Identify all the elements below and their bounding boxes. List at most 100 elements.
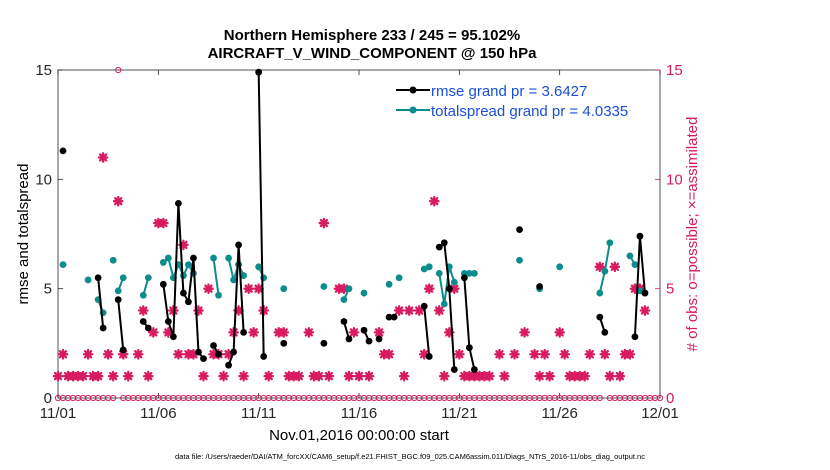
obs-possible-point [656,394,664,402]
rmse-point [596,313,604,321]
totalspread-point [225,254,232,262]
obs-assimilated-point [82,348,94,360]
rmse-point [180,289,187,297]
obs-possible-point [596,394,603,402]
obs-assimilated-point [57,348,69,360]
obs-assimilated-point [323,370,335,382]
rmse-point [240,329,248,336]
rmse-point [320,339,328,347]
rmse-point [164,318,172,325]
obs-assimilated-point [132,348,144,360]
obs-assimilated-point [609,261,621,273]
rmse-point [440,239,448,247]
totalspread-point [450,278,458,286]
rmse-point [99,324,107,332]
rmse-point [215,350,222,358]
obs-assimilated-point [137,305,149,316]
obs-assimilated-point [223,348,234,360]
x-axis-ticks: 11/01 11/06 11/11 11/16 11/21 11/26 12/01 [40,70,679,422]
rmse-point [365,337,373,345]
obs-assimilated-point [433,305,445,316]
rmse-point [536,283,543,290]
rmse-point [114,296,122,303]
obs-assimilated-point [519,327,530,338]
y-tick-label-left: 0 [44,390,52,407]
legend-spread-label: totalspread grand pr = 4.0335 [431,103,628,120]
legend-rmse-label: rmse grand pr = 3.6427 [431,83,587,100]
totalspread-line-segment [227,257,245,281]
rmse-point [230,348,237,356]
obs-assimilated-point [293,370,305,382]
obs-assimilated-point [112,195,124,207]
totalspread-point [255,263,263,271]
x-tick-label: 12/01 [641,405,679,422]
totalspread-point [215,291,222,299]
y-tick-label-right: 15 [666,62,683,79]
obs-assimilated-point [534,370,545,382]
totalspread-point [345,285,353,293]
totalspread-point [109,256,117,264]
obs-assimilated-point [579,370,591,382]
rmse-point [280,339,288,347]
rmse-point [385,313,393,321]
rmse-point [601,329,609,336]
totalspread-point [425,263,433,271]
y-axis-ticks-left: 0 5 10 15 [35,62,63,407]
totalspread-point [606,239,614,247]
rmse-point [631,333,639,341]
rmse-point [195,348,202,356]
obs-assimilated-point [97,152,109,163]
obs-assimilated-point [363,370,375,382]
obs-assimilated-point [318,217,330,229]
obs-assimilated-point [173,348,184,360]
y-tick-label-right: 5 [666,281,674,298]
y-axis-label-right: # of obs: o=possible; ×=assimilated [684,117,701,352]
rmse-point [420,302,428,310]
obs-assimilated-point [443,327,455,338]
x-tick-label: 11/21 [441,405,477,422]
x-tick-label: 11/01 [40,405,76,422]
data-file-footnote: data file: /Users/raeder/DAI/ATM_forcXX/… [175,452,645,461]
totalspread-point [159,259,167,266]
x-tick-label: 11/06 [140,405,176,422]
obs-assimilated-point [348,327,360,338]
rmse-point [375,335,383,343]
obs-assimilated-point [453,348,465,360]
rmse-point [94,274,102,282]
obs-assimilated-point [544,370,555,382]
rmse-point [450,366,458,373]
obs-assimilated-point [338,283,350,295]
totalspread-point [470,269,478,277]
obs-assimilated-point [343,370,355,382]
obs-possible-point [115,66,122,74]
rmse-point [185,298,192,306]
obs-assimilated-point [403,305,415,316]
rmse-point [119,346,127,354]
y-axis-ticks-right: 0 5 10 15 [655,62,683,407]
rmse-point [144,324,152,332]
legend-spread-marker [409,106,417,114]
obs-assimilated-point [529,348,540,360]
rmse-point [169,333,177,341]
obs-assimilated-point [52,370,64,382]
rmse-point [360,326,368,334]
x-tick-label: 11/26 [541,405,577,422]
rmse-point [190,254,197,262]
obs-possible-point [110,394,117,402]
obs-assimilated-point [163,327,174,338]
totalspread-point [139,291,147,299]
obs-assimilated-point [509,348,520,360]
rmse-line-segment [257,72,265,357]
obs-assimilated-point [624,348,636,360]
obs-assimilated-point [554,327,566,338]
totalspread-point [360,289,368,297]
x-tick-label: 11/11 [241,405,276,422]
totalspread-line-segment [212,257,220,296]
obs-assimilated-point [198,370,209,382]
totalspread-point [280,285,288,293]
obs-possible-markers [54,66,664,402]
rmse-point [445,285,453,293]
totalspread-point [84,276,92,284]
obs-assimilated-point [353,370,365,382]
totalspread-point [59,261,67,269]
